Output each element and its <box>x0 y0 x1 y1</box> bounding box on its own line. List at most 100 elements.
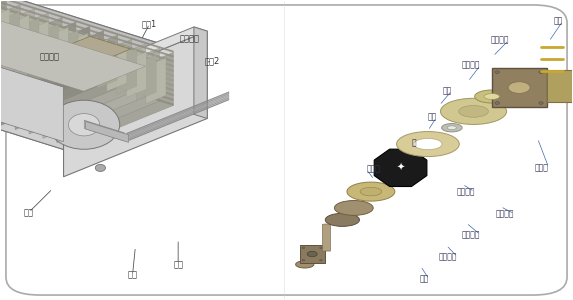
Polygon shape <box>48 27 68 73</box>
Polygon shape <box>85 122 128 142</box>
Polygon shape <box>0 28 174 86</box>
Text: 轴: 轴 <box>412 138 417 147</box>
FancyArrow shape <box>323 224 331 251</box>
Polygon shape <box>374 149 427 187</box>
Polygon shape <box>146 58 166 103</box>
Text: 前端盖: 前端盖 <box>366 165 380 174</box>
Text: 塑料背架: 塑料背架 <box>496 209 515 218</box>
Polygon shape <box>58 30 78 76</box>
Text: ✦: ✦ <box>397 163 405 173</box>
Polygon shape <box>0 18 174 76</box>
Ellipse shape <box>474 90 509 103</box>
Ellipse shape <box>360 187 382 196</box>
Polygon shape <box>84 123 125 137</box>
Polygon shape <box>9 15 29 61</box>
Polygon shape <box>0 4 174 62</box>
Ellipse shape <box>539 102 543 104</box>
Polygon shape <box>1 31 104 125</box>
FancyBboxPatch shape <box>6 5 567 295</box>
Text: 定子: 定子 <box>173 260 183 269</box>
Polygon shape <box>84 52 187 156</box>
Bar <box>547 70 573 102</box>
Polygon shape <box>117 49 136 94</box>
Polygon shape <box>84 124 125 138</box>
Polygon shape <box>126 99 229 142</box>
Polygon shape <box>194 27 207 119</box>
Ellipse shape <box>302 260 305 261</box>
Polygon shape <box>127 52 147 98</box>
Polygon shape <box>84 120 125 134</box>
Text: 轴承: 轴承 <box>420 275 429 284</box>
Polygon shape <box>0 14 174 72</box>
Text: 转子铁芯: 转子铁芯 <box>462 230 480 239</box>
Ellipse shape <box>307 251 317 257</box>
Ellipse shape <box>442 124 462 132</box>
Text: 后端盖: 后端盖 <box>535 163 549 172</box>
Polygon shape <box>84 122 125 135</box>
Polygon shape <box>97 43 117 88</box>
Polygon shape <box>136 55 156 100</box>
Polygon shape <box>0 26 90 121</box>
Ellipse shape <box>335 200 373 215</box>
Polygon shape <box>0 13 48 108</box>
Polygon shape <box>0 4 20 99</box>
Ellipse shape <box>302 247 305 248</box>
Polygon shape <box>126 93 229 136</box>
Polygon shape <box>28 36 131 74</box>
Polygon shape <box>70 52 174 147</box>
Polygon shape <box>0 0 174 52</box>
Polygon shape <box>43 44 146 138</box>
Polygon shape <box>0 28 84 156</box>
Polygon shape <box>19 18 39 64</box>
Polygon shape <box>64 31 207 177</box>
Ellipse shape <box>484 94 500 99</box>
Ellipse shape <box>458 106 488 117</box>
Polygon shape <box>0 23 174 81</box>
Polygon shape <box>0 0 13 28</box>
Ellipse shape <box>95 88 105 95</box>
Polygon shape <box>0 0 187 94</box>
Text: 塑料背架: 塑料背架 <box>456 187 474 196</box>
Polygon shape <box>87 40 107 85</box>
Polygon shape <box>38 24 58 70</box>
Polygon shape <box>0 38 174 96</box>
Text: 定子铁芯: 定子铁芯 <box>462 61 480 70</box>
Polygon shape <box>84 128 125 141</box>
Ellipse shape <box>49 100 120 149</box>
Polygon shape <box>0 2 146 79</box>
Polygon shape <box>0 35 63 142</box>
Polygon shape <box>0 0 187 114</box>
Polygon shape <box>126 94 229 137</box>
Ellipse shape <box>441 98 507 124</box>
Polygon shape <box>107 46 127 91</box>
Ellipse shape <box>495 71 500 74</box>
Polygon shape <box>0 12 19 58</box>
Polygon shape <box>0 47 174 106</box>
Polygon shape <box>126 92 229 134</box>
Ellipse shape <box>508 82 530 93</box>
Polygon shape <box>0 14 146 91</box>
Ellipse shape <box>95 164 105 172</box>
Ellipse shape <box>347 182 395 201</box>
Ellipse shape <box>68 114 100 136</box>
Ellipse shape <box>448 126 457 130</box>
Polygon shape <box>57 48 159 143</box>
Ellipse shape <box>325 213 359 226</box>
Ellipse shape <box>296 261 314 268</box>
Polygon shape <box>77 37 97 82</box>
Polygon shape <box>0 9 10 55</box>
Text: 滚珠轴承: 滚珠轴承 <box>40 52 60 61</box>
Text: 永久磁钢: 永久磁钢 <box>179 34 199 43</box>
Text: 转子2: 转子2 <box>205 56 220 65</box>
Polygon shape <box>126 98 229 140</box>
Text: 线圈: 线圈 <box>128 270 138 279</box>
Text: 转子1: 转子1 <box>142 19 157 28</box>
Text: 转子铁芯: 转子铁芯 <box>439 253 458 262</box>
Polygon shape <box>126 96 229 139</box>
Polygon shape <box>29 39 132 134</box>
Polygon shape <box>0 0 6 95</box>
Polygon shape <box>68 34 88 79</box>
Ellipse shape <box>320 260 322 261</box>
Ellipse shape <box>539 71 543 74</box>
Text: 磁钢: 磁钢 <box>427 113 437 122</box>
